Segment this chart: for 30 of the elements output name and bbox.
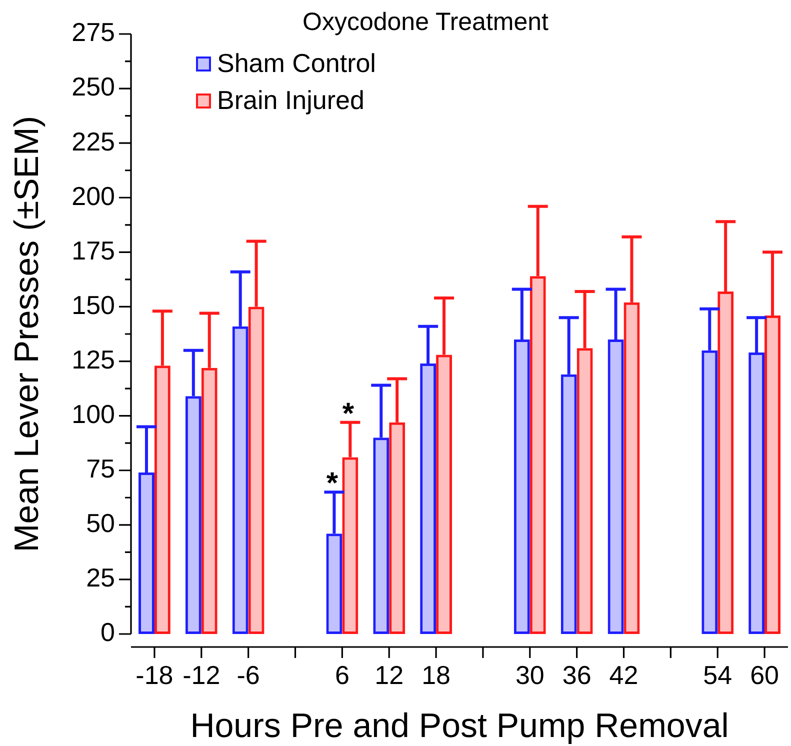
x-tick-label: 12 bbox=[374, 660, 404, 690]
y-tick-label: 225 bbox=[72, 126, 115, 156]
x-tick-label: 6 bbox=[334, 660, 350, 690]
legend-label: Brain Injured bbox=[217, 85, 364, 116]
x-axis-title: Hours Pre and Post Pump Removal bbox=[190, 706, 729, 745]
x-tick-label: 36 bbox=[562, 660, 592, 690]
y-tick-label: 200 bbox=[72, 180, 115, 211]
x-tick-label: 42 bbox=[609, 660, 638, 690]
y-tick-label: 100 bbox=[72, 398, 115, 429]
y-tick-label: 150 bbox=[72, 290, 115, 320]
legend-label: Sham Control bbox=[217, 48, 376, 78]
y-tick-label: 50 bbox=[86, 508, 115, 538]
chart-title: Oxycodone Treatment bbox=[302, 8, 549, 36]
y-tick-label: 125 bbox=[72, 344, 115, 374]
y-tick-label: 250 bbox=[72, 72, 115, 102]
y-tick-label: 75 bbox=[86, 454, 115, 484]
x-tick-label: -6 bbox=[236, 660, 260, 690]
y-axis-title: Mean Lever Presses (±SEM) bbox=[8, 116, 46, 552]
annotation: * bbox=[326, 467, 338, 500]
x-tick-label: -12 bbox=[182, 660, 220, 690]
x-tick-label: 60 bbox=[750, 660, 779, 690]
y-tick-label: 175 bbox=[72, 235, 115, 266]
x-tick-label: 30 bbox=[515, 660, 544, 690]
y-tick-label: 0 bbox=[100, 617, 115, 648]
x-tick-label: 18 bbox=[422, 660, 450, 690]
x-tick-label: 54 bbox=[703, 660, 732, 690]
y-tick-label: 25 bbox=[86, 562, 115, 593]
y-tick-label: 275 bbox=[72, 17, 115, 48]
annotation: * bbox=[342, 397, 354, 430]
x-tick-label: -18 bbox=[136, 660, 174, 690]
